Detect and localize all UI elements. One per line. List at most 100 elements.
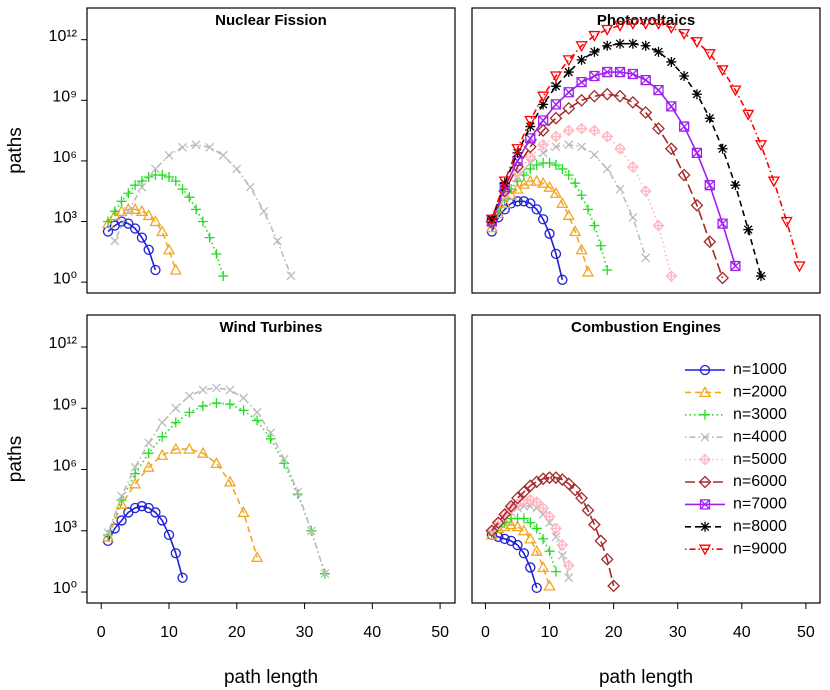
marker	[530, 544, 543, 556]
marker	[537, 91, 550, 103]
series-line	[491, 200, 564, 280]
marker	[691, 89, 702, 100]
marker	[641, 253, 651, 263]
plot-area	[101, 383, 330, 583]
marker	[531, 523, 542, 534]
marker	[550, 130, 562, 143]
x-axis-label: path length	[599, 667, 693, 688]
marker	[150, 507, 161, 518]
marker	[551, 532, 561, 542]
marker	[551, 142, 561, 152]
marker	[690, 37, 704, 49]
marker	[698, 475, 712, 489]
marker	[279, 454, 289, 464]
marker	[614, 66, 626, 78]
marker	[143, 448, 154, 459]
marker	[191, 140, 201, 150]
marker	[690, 198, 704, 212]
plot-frame	[471, 314, 821, 604]
marker	[543, 579, 556, 591]
marker	[543, 510, 556, 523]
marker	[116, 216, 127, 227]
marker	[525, 198, 536, 209]
marker	[583, 204, 593, 215]
marker	[531, 159, 542, 170]
marker	[700, 432, 710, 442]
marker	[589, 70, 600, 82]
marker	[703, 49, 716, 61]
series-line	[491, 476, 615, 587]
marker	[568, 483, 582, 497]
y-tick-label: 10¹²	[49, 335, 78, 352]
marker	[517, 485, 531, 499]
marker	[626, 161, 639, 173]
marker	[588, 30, 601, 42]
marker	[517, 524, 531, 536]
marker	[562, 477, 576, 491]
plot-area	[485, 18, 806, 285]
legend-label: n=3000	[733, 406, 787, 423]
marker	[511, 520, 524, 532]
marker	[530, 174, 543, 186]
marker	[191, 204, 202, 215]
marker	[511, 144, 524, 156]
marker	[549, 71, 563, 83]
marker	[115, 497, 128, 509]
marker	[614, 142, 626, 155]
marker	[531, 204, 542, 215]
marker	[536, 124, 550, 137]
marker	[780, 216, 793, 228]
marker	[130, 180, 141, 191]
marker	[116, 515, 127, 526]
marker	[570, 178, 581, 189]
marker	[640, 40, 651, 51]
marker	[615, 38, 626, 49]
marker	[135, 204, 148, 216]
x-tick-label: 30	[669, 624, 687, 641]
marker	[196, 446, 209, 458]
marker	[717, 218, 728, 229]
marker	[557, 550, 567, 560]
marker	[550, 159, 561, 170]
y-tick-label: 10³	[54, 519, 78, 536]
marker	[524, 115, 537, 127]
marker	[653, 46, 664, 57]
marker	[142, 460, 155, 472]
marker	[116, 196, 127, 207]
marker	[754, 140, 768, 152]
marker	[164, 150, 174, 160]
marker	[485, 214, 498, 226]
marker	[293, 487, 303, 497]
marker	[211, 398, 222, 409]
marker	[550, 522, 562, 535]
marker	[178, 142, 188, 152]
marker	[652, 18, 665, 30]
marker	[615, 184, 625, 194]
marker	[703, 235, 717, 249]
marker	[756, 271, 767, 282]
marker	[157, 418, 167, 428]
marker	[286, 271, 296, 281]
x-tick-label: 20	[605, 624, 623, 641]
legend-label: n=2000	[733, 384, 787, 401]
y-tick-label: 10⁹	[52, 396, 77, 413]
marker	[626, 18, 639, 30]
panel-title: Combustion Engines	[571, 319, 721, 336]
marker	[525, 517, 536, 528]
marker	[602, 164, 612, 174]
marker	[538, 99, 549, 110]
marker	[142, 209, 155, 221]
plot-area	[101, 140, 296, 282]
marker	[150, 164, 160, 174]
marker	[169, 442, 182, 454]
marker	[123, 218, 134, 229]
marker	[223, 475, 237, 487]
marker	[589, 150, 599, 160]
marker	[678, 121, 690, 132]
marker	[576, 54, 587, 65]
marker	[549, 111, 563, 125]
legend-label: n=6000	[733, 473, 787, 490]
marker	[210, 457, 223, 469]
marker	[743, 224, 754, 235]
x-tick-label: 40	[733, 624, 751, 641]
